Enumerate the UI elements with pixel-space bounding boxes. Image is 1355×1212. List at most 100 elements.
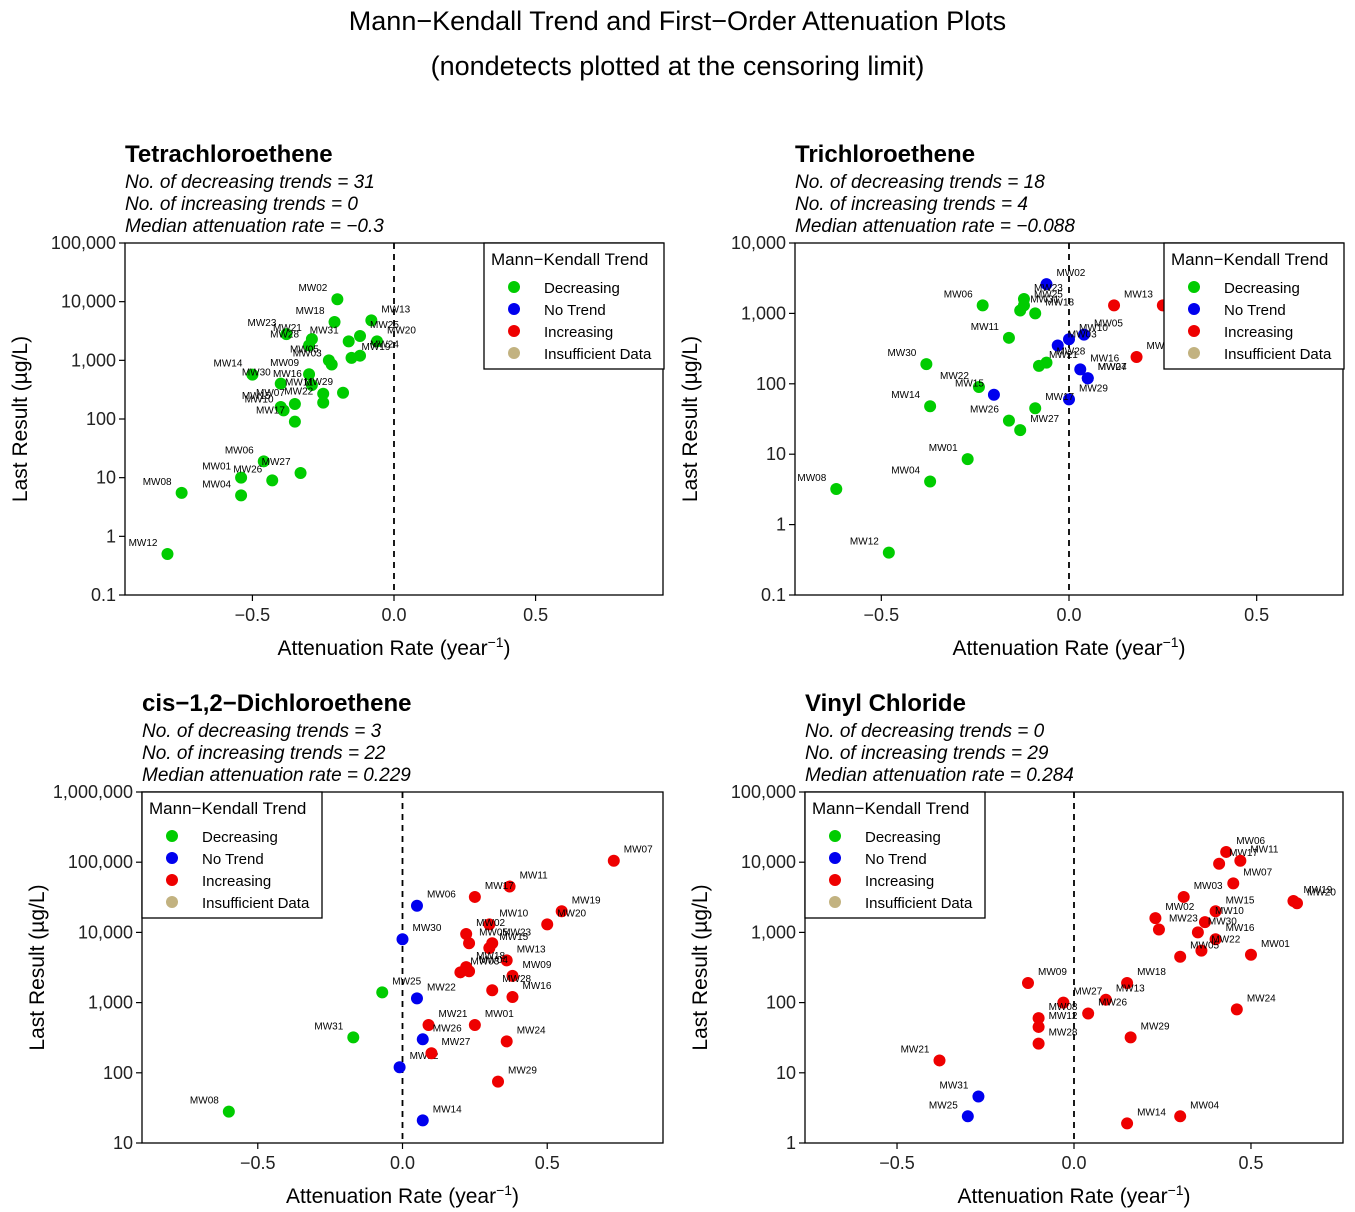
point-label: MW04 [891,465,920,476]
data-point [422,1018,435,1031]
point-label: MW13 [1116,984,1145,995]
point-label: MW05 [479,927,508,938]
y-axis-label: Last Result (µg/L) [9,336,32,502]
data-point [1099,993,1112,1006]
chart-legend: Mann−Kendall Trend Decreasing No Trend Incr… [804,791,986,919]
point-label: MW28 [1056,347,1085,358]
point-label: MW10 [1079,323,1108,334]
point-label: MW22 [940,371,969,382]
data-point [460,927,473,940]
data-point [972,1090,985,1103]
chart-stat-line: No. of decreasing trends = 0 [805,721,1045,742]
x-axis-label: Attenuation Rate (year−1) [952,634,1185,660]
legend-marker [829,830,841,842]
legend-marker [829,874,841,886]
point-label: MW11 [285,378,314,389]
point-label: MW02 [476,918,505,929]
chart-legend: Mann−Kendall Trend Decreasing No Trend Incr… [141,791,323,919]
y-tick-label: 100,000 [731,782,796,802]
point-label: MW16 [1226,923,1255,934]
y-tick-label: 0.1 [91,585,116,605]
legend-marker [166,830,178,842]
data-point [161,547,174,560]
legend-marker [508,347,520,359]
legend-label: Increasing [544,324,613,341]
y-tick-label: 10 [766,444,786,464]
point-label: MW22 [427,982,456,993]
point-label: MW02 [1056,268,1085,279]
point-label: MW10 [499,908,528,919]
point-label: MW28 [270,329,299,340]
data-point [506,991,519,1004]
data-point [294,467,307,480]
data-point [396,933,409,946]
legend-marker [166,852,178,864]
point-label: MW20 [1307,887,1336,898]
data-point [1195,944,1208,957]
chart-stat-line: Median attenuation rate = 0.229 [142,765,411,786]
point-label: MW01 [485,1009,514,1020]
y-tick-label: 100 [756,374,786,394]
data-point [175,486,188,499]
legend-marker [829,896,841,908]
point-label: MW29 [508,1066,537,1077]
point-label: MW09 [522,960,551,971]
chart-legend: Mann−Kendall Trend Decreasing No Trend Incr… [1163,242,1345,370]
point-label: MW29 [304,377,333,388]
data-point [1191,926,1204,939]
legend-marker [1188,325,1200,337]
data-point [1198,916,1211,929]
data-point [463,937,476,950]
point-label: MW08 [1049,1002,1078,1013]
point-label: MW14 [1137,1107,1166,1118]
legend-title: Mann−Kendall Trend [149,799,306,818]
data-point [257,455,270,468]
y-tick-label: 1,000 [741,303,786,323]
point-label: MW20 [557,908,586,919]
legend-marker [508,281,520,293]
point-label: MW11 [971,322,1000,333]
point-label: MW15 [955,379,984,390]
data-point [1078,328,1091,341]
point-label: MW03 [293,348,322,359]
figure-subtitle: (nondetects plotted at the censoring lim… [430,51,925,81]
point-label: MW26 [1098,997,1127,1008]
chart-stat-line: No. of decreasing trends = 31 [125,172,375,193]
point-label: MW24 [517,1025,546,1036]
point-label: MW14 [214,359,243,370]
chart-title: Trichloroethene [795,141,975,168]
point-label: MW19 [1303,885,1332,896]
data-point [483,918,496,931]
data-point [920,358,933,371]
point-label: MW14 [891,390,920,401]
data-point [342,335,355,348]
data-point [246,368,259,381]
point-label: MW03 [1194,881,1223,892]
point-label: MW01 [1261,939,1290,950]
point-label: MW31 [314,1021,343,1032]
x-tick-label: 0.0 [1061,1153,1086,1173]
chart-panel-4: Vinyl Chloride No. of decreasing trends =… [689,690,1344,1208]
data-point [277,404,290,417]
legend-label: Decreasing [1224,280,1300,297]
chart-title: Vinyl Chloride [805,690,966,717]
data-point [1029,402,1042,415]
y-tick-label: 10,000 [78,922,133,942]
point-label: MW18 [476,951,505,962]
point-label: MW15 [499,932,528,943]
data-point [1152,923,1165,936]
data-point [317,387,330,400]
y-tick-label: 1 [786,1133,796,1153]
data-point [607,854,620,867]
data-point [305,378,318,391]
data-point [882,546,895,559]
legend-title: Mann−Kendall Trend [812,799,969,818]
point-label: MW19 [362,342,391,353]
point-label: MW20 [387,325,416,336]
point-label: MW05 [1094,319,1123,330]
legend-label: Decreasing [865,829,941,846]
point-label: MW23 [1169,913,1198,924]
chart-title: cis−1,2−Dichloroethene [142,690,411,717]
point-label: MW28 [1049,1028,1078,1039]
point-label: MW23 [502,927,531,938]
